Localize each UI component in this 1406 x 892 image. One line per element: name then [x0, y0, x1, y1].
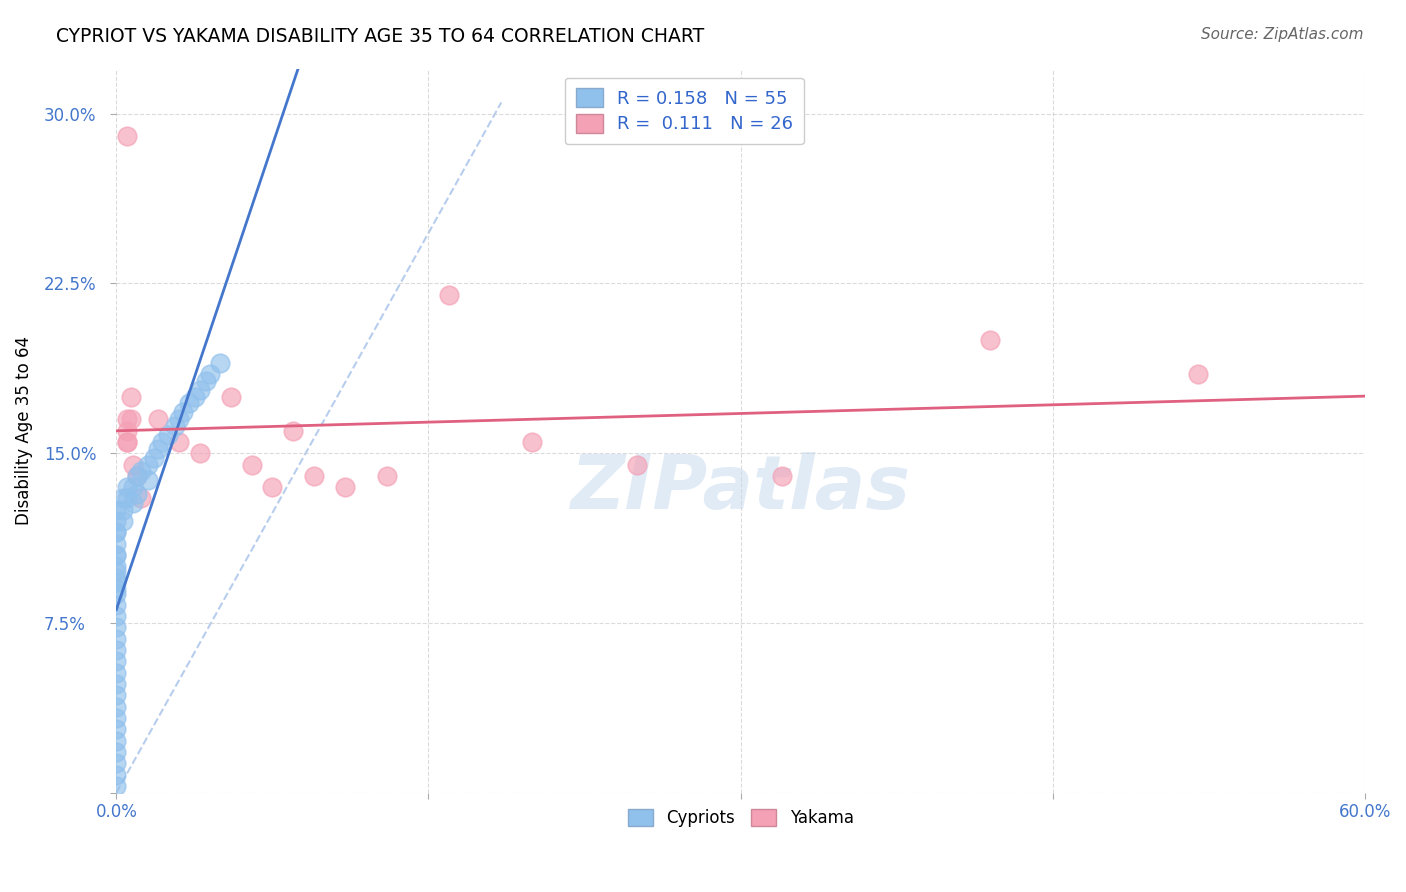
Point [375, 468, 398, 483]
Point [188, 383, 211, 397]
Point [105, 609, 128, 624]
Point [194, 374, 217, 388]
Point [302, 468, 325, 483]
Point [105, 548, 128, 562]
Point [105, 756, 128, 771]
Point [105, 537, 128, 551]
Point [111, 514, 134, 528]
Point [188, 446, 211, 460]
Point [157, 428, 180, 442]
Point [105, 582, 128, 596]
Point [120, 412, 142, 426]
Point [115, 434, 138, 449]
Point [179, 396, 201, 410]
Point [129, 464, 152, 478]
Point [167, 434, 190, 449]
Point [136, 458, 159, 472]
Point [136, 474, 159, 488]
Point [142, 450, 165, 465]
Point [209, 356, 232, 370]
Point [115, 491, 138, 506]
Point [105, 643, 128, 657]
Point [105, 711, 128, 725]
Point [115, 480, 138, 494]
Point [105, 575, 128, 590]
Point [105, 525, 128, 540]
Point [150, 434, 173, 449]
Point [105, 745, 128, 759]
Legend: Cypriots, Yakama: Cypriots, Yakama [619, 800, 862, 835]
Point [219, 390, 242, 404]
Point [105, 654, 128, 668]
Point [122, 458, 145, 472]
Point [120, 390, 142, 404]
Point [122, 496, 145, 510]
Point [127, 468, 149, 483]
Text: CYPRIOT VS YAKAMA DISABILITY AGE 35 TO 64 CORRELATION CHART: CYPRIOT VS YAKAMA DISABILITY AGE 35 TO 6… [56, 27, 704, 45]
Point [105, 723, 128, 737]
Point [105, 598, 128, 612]
Point [240, 458, 263, 472]
Text: ZIPatlas: ZIPatlas [571, 452, 911, 525]
Point [522, 434, 544, 449]
Point [172, 405, 194, 419]
Point [626, 458, 648, 472]
Point [105, 733, 128, 747]
Point [167, 412, 190, 426]
Point [105, 586, 128, 600]
Point [105, 779, 128, 793]
Point [198, 367, 221, 381]
Point [184, 390, 207, 404]
Point [105, 665, 128, 680]
Point [111, 503, 134, 517]
Point [127, 487, 149, 501]
Point [105, 632, 128, 646]
Point [105, 559, 128, 574]
Point [115, 424, 138, 438]
Point [262, 480, 284, 494]
Point [105, 689, 128, 703]
Point [105, 699, 128, 714]
Point [146, 442, 169, 456]
Point [1187, 367, 1209, 381]
Point [105, 548, 128, 562]
Point [129, 491, 152, 506]
Y-axis label: Disability Age 35 to 64: Disability Age 35 to 64 [15, 336, 32, 525]
Point [979, 333, 1001, 347]
Point [105, 620, 128, 634]
Point [105, 564, 128, 578]
Point [111, 491, 134, 506]
Point [105, 514, 128, 528]
Point [283, 424, 305, 438]
Point [439, 288, 461, 302]
Text: Source: ZipAtlas.com: Source: ZipAtlas.com [1201, 27, 1364, 42]
Point [163, 419, 186, 434]
Point [146, 412, 169, 426]
Point [105, 525, 128, 540]
Point [105, 767, 128, 781]
Point [335, 480, 357, 494]
Point [770, 468, 793, 483]
Point [127, 468, 149, 483]
Point [105, 503, 128, 517]
Point [115, 434, 138, 449]
Point [105, 571, 128, 585]
Point [122, 480, 145, 494]
Point [105, 677, 128, 691]
Point [115, 129, 138, 144]
Point [115, 412, 138, 426]
